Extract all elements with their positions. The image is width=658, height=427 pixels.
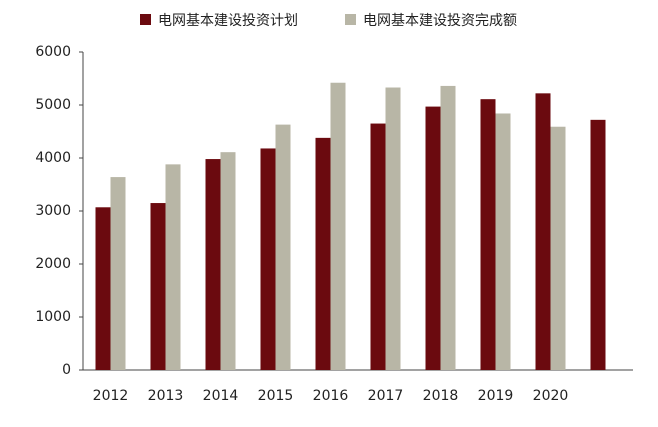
- bar: [550, 126, 566, 370]
- bar: [590, 119, 606, 370]
- y-tick-label: 4000: [35, 150, 71, 166]
- x-tick-label: 2013: [148, 388, 184, 404]
- bar: [315, 137, 331, 370]
- x-tick-label: 2014: [203, 388, 239, 404]
- bar: [275, 124, 291, 370]
- bar: [440, 85, 456, 371]
- x-tick-label: 2018: [423, 388, 459, 404]
- y-tick-label: 2000: [35, 256, 71, 272]
- bar: [480, 99, 496, 371]
- legend-swatch: [140, 14, 151, 25]
- bar: [385, 87, 401, 370]
- x-tick-label: 2019: [478, 388, 514, 404]
- bar: [95, 207, 111, 370]
- bar: [110, 177, 126, 370]
- bar: [535, 93, 551, 370]
- x-tick-label: 2016: [313, 388, 349, 404]
- x-tick-label: 2015: [258, 388, 294, 404]
- bar: [165, 164, 181, 370]
- y-tick-label: 0: [62, 362, 71, 378]
- bar: [205, 159, 221, 370]
- legend-swatch: [345, 14, 356, 25]
- bar: [330, 82, 346, 371]
- y-tick-label: 6000: [35, 44, 71, 60]
- y-tick-label: 1000: [35, 309, 71, 325]
- bar: [370, 123, 386, 370]
- bar: [260, 148, 276, 370]
- x-tick-label: 2017: [368, 388, 404, 404]
- legend-label: 电网基本建设投资计划: [158, 12, 298, 29]
- y-tick-label: 5000: [35, 97, 71, 113]
- x-tick-label: 2012: [93, 388, 129, 404]
- bar: [495, 113, 511, 370]
- x-tick-label: 2020: [533, 388, 569, 404]
- legend-label: 电网基本建设投资完成额: [363, 12, 517, 29]
- bar: [220, 152, 236, 370]
- bar: [150, 203, 166, 370]
- y-tick-label: 3000: [35, 203, 71, 219]
- bar: [425, 106, 441, 370]
